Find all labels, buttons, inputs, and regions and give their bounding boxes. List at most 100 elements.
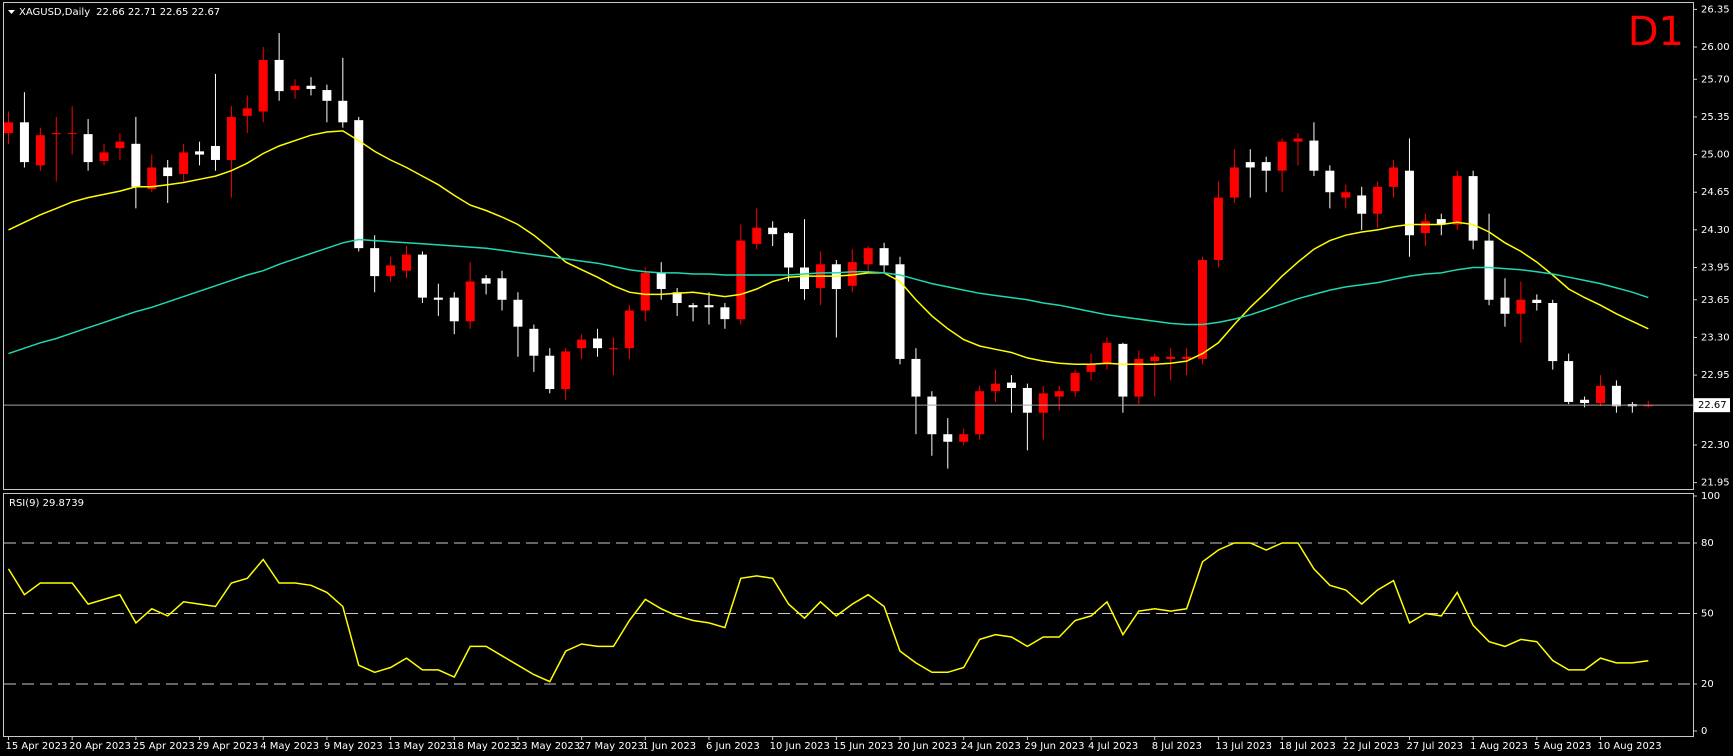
candle-body [1357, 195, 1367, 214]
candle-body [433, 297, 443, 300]
candle-body [131, 143, 141, 187]
y-tick-label: 23.95 [1701, 263, 1730, 274]
candle-body [863, 248, 873, 265]
candle-body [226, 116, 236, 160]
x-tick-label: 24 Jun 2023 [961, 741, 1021, 752]
candle-body [1468, 176, 1478, 241]
x-tick-label: 20 Jun 2023 [897, 741, 957, 752]
candle-body [4, 122, 13, 134]
x-tick-label: 29 Apr 2023 [197, 741, 259, 752]
ohlc-quote: 22.66 22.71 22.65 22.67 [96, 7, 220, 18]
candle-body [210, 145, 220, 160]
candle-body [800, 267, 809, 290]
candle-body [322, 90, 332, 101]
timeframe-label: D1 [1628, 9, 1684, 55]
candle-body [688, 305, 698, 308]
candle-body [847, 262, 857, 286]
y-tick-label: 24.30 [1701, 225, 1730, 236]
candle-body [465, 281, 475, 322]
candle-body [1452, 176, 1462, 225]
candle-body [1325, 170, 1335, 193]
x-tick-label: 22 Jul 2023 [1343, 741, 1400, 752]
last-price-label: 22.67 [1698, 400, 1727, 411]
candle-body [1150, 356, 1160, 362]
x-tick-label: 1 Jun 2023 [642, 741, 696, 752]
candle-body [784, 233, 794, 268]
y-tick-label: 22.30 [1701, 440, 1730, 451]
y-tick-label: 23.30 [1701, 332, 1730, 343]
rsi-panel [3, 493, 1694, 737]
candle-body [1182, 356, 1192, 359]
candle-body [1166, 356, 1176, 359]
candle-body [1006, 382, 1016, 388]
candle-body [1261, 162, 1271, 171]
x-tick-label: 25 Apr 2023 [133, 741, 195, 752]
candle-body [449, 297, 459, 322]
candle-body [1102, 342, 1112, 365]
candle-body [497, 278, 507, 300]
candle-body [577, 339, 587, 349]
x-tick-label: 10 Aug 2023 [1598, 741, 1662, 752]
candle-body [1420, 221, 1430, 234]
candle-body [35, 135, 45, 166]
candle-body [1022, 387, 1032, 413]
candle-body [1596, 385, 1605, 404]
candle-body [417, 254, 427, 298]
candle-body [943, 434, 953, 442]
x-tick-label: 4 May 2023 [260, 741, 319, 752]
y-tick-label: 100 [1701, 491, 1720, 502]
x-tick-label: 27 May 2023 [579, 741, 644, 752]
x-tick-label: 15 Jun 2023 [833, 741, 893, 752]
x-tick-label: 13 May 2023 [388, 741, 453, 752]
x-tick-label: 6 Jun 2023 [706, 741, 760, 752]
candle-body [370, 248, 380, 277]
candle-body [1118, 343, 1128, 397]
candle-body [338, 100, 348, 123]
candle-body [513, 299, 523, 327]
candle-body [879, 248, 889, 266]
y-tick-label: 23.65 [1701, 295, 1730, 306]
candle-body [1580, 399, 1590, 404]
candle-body [1054, 391, 1064, 397]
x-tick-label: 29 Jun 2023 [1024, 741, 1084, 752]
candle-body [386, 265, 396, 277]
x-tick-label: 9 May 2023 [324, 741, 383, 752]
candle-body [1134, 358, 1144, 397]
candle-body [1293, 138, 1303, 142]
candle-body [1516, 299, 1526, 314]
candle-body [927, 396, 937, 435]
candle-body [115, 141, 125, 149]
candle-body [1086, 364, 1096, 372]
candle-body [1643, 405, 1653, 407]
candle-body [768, 227, 778, 235]
candle-body [529, 328, 539, 356]
moving-average [8, 130, 1649, 366]
candle-body [991, 383, 1001, 392]
x-tick-label: 13 Jul 2023 [1215, 741, 1272, 752]
candle-body [672, 292, 682, 304]
x-tick-label: 23 May 2023 [515, 741, 580, 752]
candle-body [561, 351, 571, 390]
x-tick-label: 5 Aug 2023 [1534, 741, 1592, 752]
candle-body [1532, 299, 1542, 304]
candle-body [51, 133, 61, 135]
x-tick-label: 1 Aug 2023 [1470, 741, 1528, 752]
y-tick-label: 26.00 [1701, 42, 1730, 53]
candle-body [179, 152, 189, 174]
candle-body [1198, 259, 1207, 359]
y-tick-label: 25.35 [1701, 112, 1730, 123]
candle-body [163, 167, 173, 177]
candle-body [1484, 240, 1494, 300]
candle-body [1213, 197, 1223, 260]
x-tick-label: 8 Jul 2023 [1152, 741, 1202, 752]
price-panel [3, 2, 1694, 490]
y-tick-label: 25.00 [1701, 150, 1730, 161]
candle-body [1548, 303, 1558, 362]
candle-body [736, 240, 746, 320]
candle-body [975, 391, 985, 435]
candle-body [1436, 219, 1446, 225]
candle-body [1611, 385, 1621, 407]
candle-body [67, 133, 77, 135]
